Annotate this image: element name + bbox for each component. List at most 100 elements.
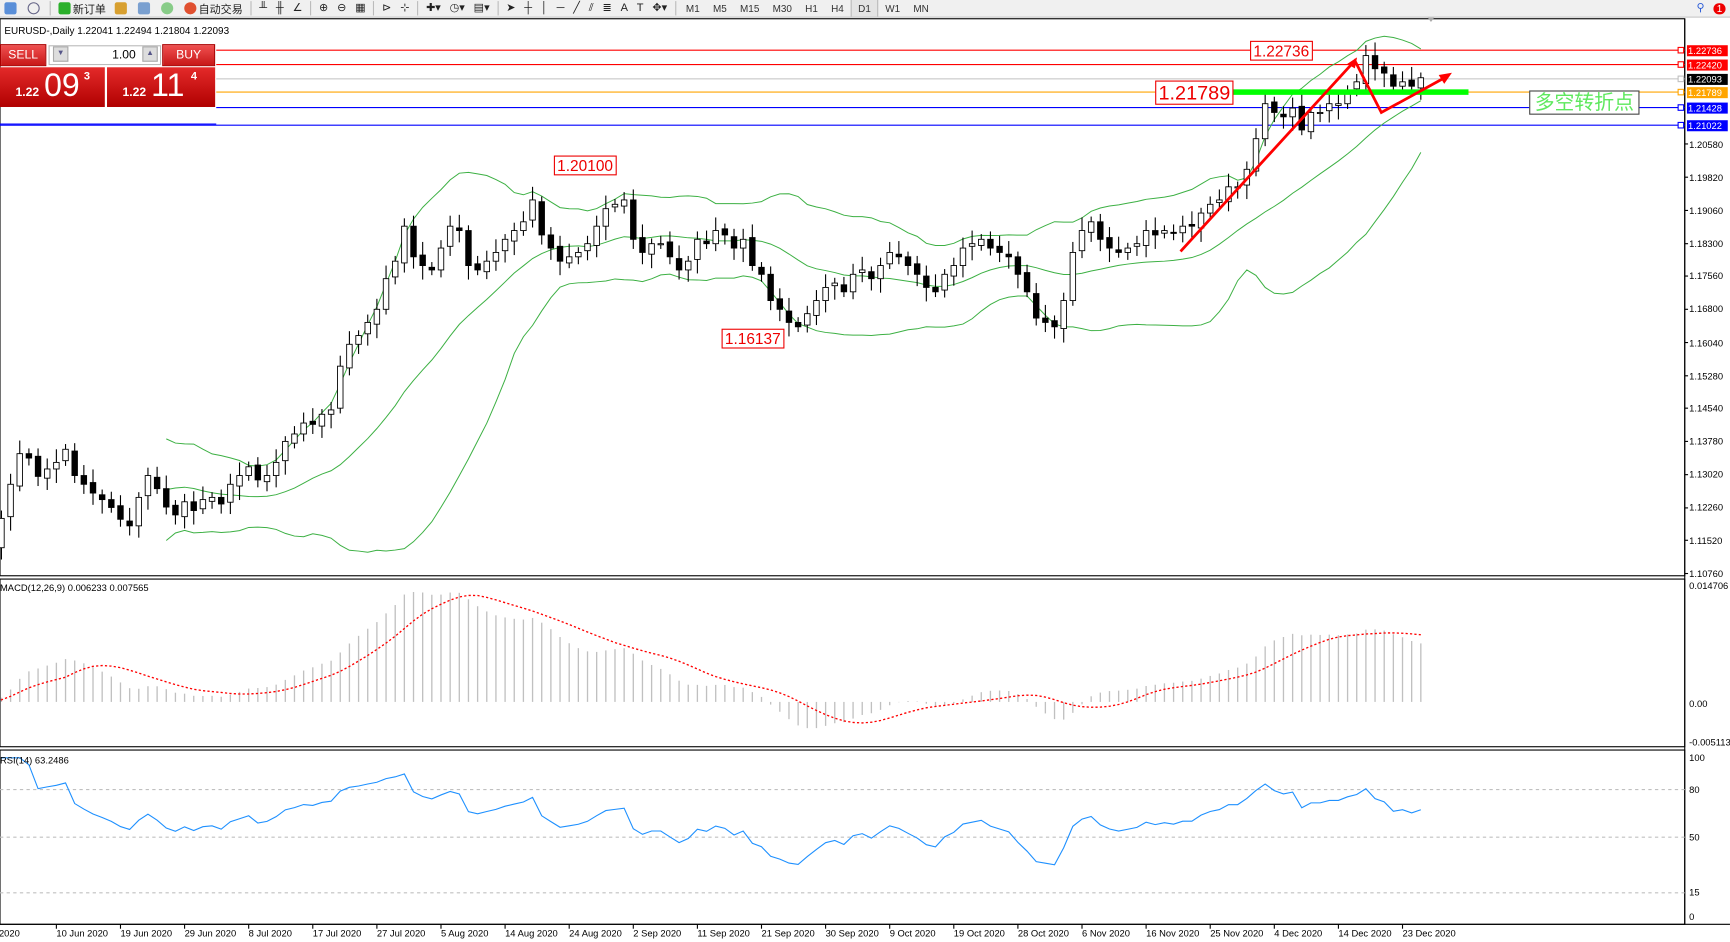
- candle: [1326, 93, 1333, 123]
- chart-shift-button[interactable]: ⊹: [400, 2, 410, 15]
- buy-button[interactable]: BUY: [162, 44, 216, 67]
- candle-body: [749, 237, 756, 267]
- date-label: 5 Aug 2020: [440, 927, 489, 939]
- candle-body: [89, 482, 97, 494]
- timeframe-m1[interactable]: M1: [685, 2, 700, 14]
- level-handle: [1677, 61, 1685, 68]
- new-order-label: 新订单: [72, 4, 106, 17]
- pivot-price-label[interactable]: 1.21789: [1155, 80, 1234, 105]
- channel-button[interactable]: ⫽: [588, 2, 594, 15]
- periods-button[interactable]: ◷▾: [449, 2, 465, 15]
- timeframe-h4[interactable]: H4: [831, 2, 844, 14]
- line-chart-button[interactable]: ∠: [292, 2, 303, 15]
- candle-body: [565, 256, 573, 264]
- buy-price-pip: 4: [190, 70, 198, 83]
- text-button[interactable]: A: [620, 2, 628, 15]
- signals-button[interactable]: [157, 0, 180, 17]
- candle: [1142, 220, 1150, 258]
- candle-body: [373, 308, 381, 325]
- candle: [346, 331, 353, 376]
- date-label: 28 Oct 2020: [1017, 927, 1069, 939]
- new-chart-button[interactable]: [0, 0, 23, 17]
- september-high-label[interactable]: 1.20100: [553, 155, 617, 176]
- date-label: 24 Aug 2020: [569, 927, 622, 939]
- level-handle: [1677, 121, 1685, 129]
- candle-body: [1033, 293, 1040, 319]
- signal-icon: [161, 2, 174, 15]
- lot-size-input[interactable]: 1.00: [48, 45, 162, 66]
- rsi-level-label: 80: [1689, 784, 1700, 796]
- new-order-button[interactable]: 新订单: [54, 0, 110, 17]
- zoom-out-button[interactable]: ⊖: [337, 2, 347, 15]
- timeframe-m5[interactable]: M5: [712, 2, 727, 14]
- candle: [529, 186, 536, 228]
- timeframe-m30[interactable]: M30: [772, 2, 792, 14]
- lot-increase-button[interactable]: ▲: [142, 46, 158, 62]
- candle: [913, 255, 921, 287]
- fibonacci-button[interactable]: ≣: [602, 2, 612, 15]
- candle-body: [364, 321, 371, 335]
- crosshair-button[interactable]: ┼: [524, 2, 533, 15]
- auto-scroll-button[interactable]: ⊳: [382, 2, 392, 15]
- search-icon[interactable]: ⚲: [1696, 2, 1705, 15]
- candle-body: [758, 266, 765, 275]
- vertical-line-button[interactable]: │: [540, 2, 548, 15]
- indicators-button[interactable]: ✚▾: [426, 2, 441, 15]
- zoom-in-button[interactable]: ⊕: [319, 2, 329, 15]
- text-label-button[interactable]: T: [636, 2, 644, 15]
- auto-trading-button[interactable]: 自动交易: [180, 0, 247, 17]
- buy-price-big: 11: [151, 68, 185, 104]
- notifications-button[interactable]: 1: [1709, 0, 1730, 17]
- candle-body: [126, 520, 133, 527]
- tile-windows-button[interactable]: ▦: [355, 2, 366, 15]
- candle-body: [978, 238, 985, 246]
- candle: [0, 510, 5, 560]
- timeframe-h1[interactable]: H1: [805, 2, 818, 14]
- date-label: 17 Jul 2020: [312, 927, 362, 939]
- candle: [721, 223, 729, 245]
- candle: [208, 492, 216, 509]
- candle: [89, 469, 97, 505]
- timeframe-m15[interactable]: M15: [740, 2, 760, 14]
- candle: [739, 228, 747, 263]
- candle-body: [437, 247, 445, 271]
- date-label: 30 Sep 2020: [825, 927, 879, 939]
- templates-button[interactable]: ▤▾: [473, 2, 490, 15]
- candle-body: [1179, 225, 1186, 234]
- bar-chart-button[interactable]: ╨: [259, 2, 268, 15]
- timeframe-w1[interactable]: W1: [885, 2, 901, 14]
- sell-button[interactable]: SELL: [0, 44, 47, 67]
- sell-price-button[interactable]: 1.22 09 3: [0, 67, 105, 107]
- timeframe-d1[interactable]: D1: [850, 0, 879, 17]
- candle: [987, 231, 994, 256]
- trendline-button[interactable]: ╱: [573, 2, 580, 15]
- candle-body: [474, 263, 481, 271]
- high-price-label[interactable]: 1.22736: [1250, 40, 1313, 61]
- candle-body: [547, 234, 555, 249]
- candle: [1033, 283, 1040, 326]
- september-low-label[interactable]: 1.16137: [721, 328, 785, 349]
- timeframe-mn[interactable]: MN: [913, 2, 929, 14]
- candle-body: [923, 275, 930, 288]
- terminal-button[interactable]: [133, 0, 156, 17]
- metaeditor-button[interactable]: [110, 0, 133, 17]
- auto-trading-label: 自动交易: [198, 4, 243, 17]
- zoom-tool-button[interactable]: [23, 0, 46, 17]
- arrows-button[interactable]: ✥▾: [652, 2, 668, 15]
- candle-body: [739, 238, 747, 249]
- rsi-level-label: 50: [1689, 831, 1700, 843]
- cursor-button[interactable]: ➤: [506, 2, 516, 15]
- candle: [483, 250, 490, 280]
- candle-chart-button[interactable]: ╫: [275, 2, 284, 15]
- candle-body: [1207, 203, 1214, 214]
- lot-decrease-button[interactable]: ▼: [52, 46, 69, 62]
- terminal-icon: [137, 2, 151, 15]
- buy-price-button[interactable]: 1.22 11 4: [107, 67, 216, 107]
- horizontal-line-button[interactable]: ─: [556, 2, 565, 15]
- turning-point-note[interactable]: 多空转折点: [1529, 90, 1640, 115]
- date-label: 9 Oct 2020: [889, 927, 936, 939]
- candle: [1280, 106, 1287, 129]
- candle-body: [218, 496, 225, 505]
- candle: [373, 298, 381, 339]
